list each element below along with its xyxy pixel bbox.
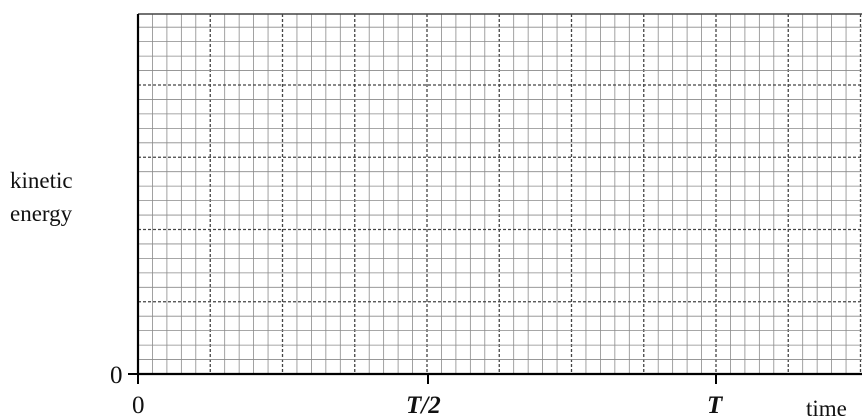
y-origin-label: 0 — [110, 362, 123, 389]
graph-paper-grid — [137, 13, 862, 375]
x-tick-half-period-label: T/2 — [406, 392, 441, 419]
x-origin-label: 0 — [132, 392, 145, 419]
x-tick-period-label: T — [707, 392, 724, 419]
x-axis-label: time — [806, 396, 847, 419]
y-axis-label-line1: kinetic — [10, 168, 73, 193]
y-axis-label-line2: energy — [10, 201, 73, 226]
